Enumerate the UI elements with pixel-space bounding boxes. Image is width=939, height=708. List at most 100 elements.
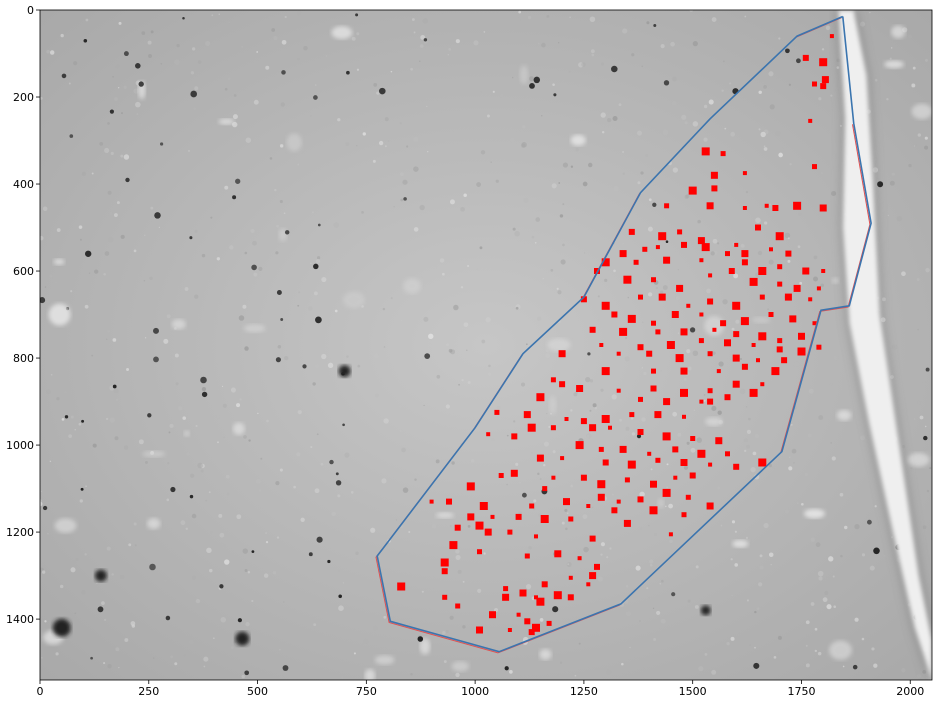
texture-speck xyxy=(618,103,622,107)
texture-speck xyxy=(860,435,866,441)
texture-speck xyxy=(373,625,378,631)
texture-speck xyxy=(150,206,154,210)
texture-speck xyxy=(839,124,842,127)
detection-marker xyxy=(523,411,531,419)
detection-marker xyxy=(532,623,540,632)
texture-speck xyxy=(717,242,720,245)
texture-speck xyxy=(74,429,76,431)
texture-speck xyxy=(661,579,664,583)
detection-marker xyxy=(819,204,827,212)
texture-speck xyxy=(755,217,761,224)
texture-speck xyxy=(516,17,521,22)
texture-speck xyxy=(647,292,653,297)
detection-marker xyxy=(455,603,461,609)
texture-speck xyxy=(338,605,344,611)
nucleus xyxy=(877,181,884,188)
texture-speck xyxy=(346,355,349,358)
texture-speck xyxy=(118,21,122,25)
texture-speck xyxy=(597,576,604,582)
texture-speck xyxy=(778,37,781,40)
texture-speck xyxy=(669,539,673,544)
detection-marker xyxy=(655,329,661,335)
texture-speck xyxy=(660,290,664,294)
nucleus xyxy=(342,423,345,427)
texture-speck xyxy=(792,461,795,464)
texture-speck xyxy=(708,99,714,105)
texture-speck xyxy=(442,272,445,276)
texture-speck xyxy=(283,601,285,603)
detection-marker xyxy=(685,494,691,500)
texture-speck xyxy=(763,147,768,151)
texture-speck xyxy=(677,432,682,437)
texture-speck xyxy=(925,267,930,273)
texture-speck xyxy=(174,662,178,666)
texture-speck xyxy=(656,610,661,615)
texture-speck xyxy=(486,114,490,118)
detection-marker xyxy=(589,572,597,580)
nucleus xyxy=(189,494,194,499)
texture-speck xyxy=(698,665,704,672)
detection-marker xyxy=(829,34,834,39)
nucleus xyxy=(189,236,193,240)
detection-marker xyxy=(466,482,475,491)
texture-speck xyxy=(793,361,799,367)
texture-speck xyxy=(457,569,462,574)
texture-speck xyxy=(192,47,196,51)
texture-speck xyxy=(70,290,73,293)
pale-cell xyxy=(704,315,725,336)
texture-speck xyxy=(917,328,919,331)
texture-speck xyxy=(174,353,179,358)
texture-speck xyxy=(276,536,280,539)
texture-speck xyxy=(113,213,118,217)
detection-marker xyxy=(568,516,574,522)
texture-speck xyxy=(639,620,641,623)
texture-speck xyxy=(283,212,286,215)
detection-marker xyxy=(616,388,621,393)
nucleus xyxy=(796,58,801,64)
texture-speck xyxy=(594,406,598,410)
detection-marker xyxy=(732,380,740,388)
nucleus xyxy=(97,606,104,613)
detection-marker xyxy=(812,164,817,170)
texture-speck xyxy=(729,82,732,85)
texture-speck xyxy=(842,665,845,668)
texture-speck xyxy=(712,238,718,244)
texture-speck xyxy=(764,221,768,225)
detection-marker xyxy=(454,524,461,531)
texture-speck xyxy=(313,623,317,627)
texture-speck xyxy=(611,394,617,400)
texture-speck xyxy=(653,532,658,537)
texture-speck xyxy=(696,437,703,443)
texture-speck xyxy=(96,582,98,585)
texture-speck xyxy=(712,351,716,355)
texture-speck xyxy=(49,50,55,55)
texture-speck xyxy=(562,243,565,247)
detection-marker xyxy=(797,347,806,356)
detection-marker xyxy=(655,245,660,250)
detection-marker xyxy=(589,326,596,333)
texture-speck xyxy=(266,419,269,423)
detection-marker xyxy=(429,499,434,504)
detection-marker xyxy=(550,377,556,383)
detection-marker xyxy=(629,412,635,418)
texture-speck xyxy=(805,620,810,625)
texture-speck xyxy=(334,309,338,313)
detection-marker xyxy=(798,332,805,340)
texture-speck xyxy=(68,434,73,439)
texture-speck xyxy=(646,587,649,590)
detection-marker xyxy=(619,445,627,453)
texture-speck xyxy=(462,580,465,583)
texture-speck xyxy=(107,190,112,195)
texture-speck xyxy=(830,94,833,97)
detection-marker xyxy=(715,437,723,445)
texture-speck xyxy=(263,573,269,578)
texture-speck xyxy=(570,484,574,488)
texture-speck xyxy=(383,418,389,424)
detection-marker xyxy=(524,618,531,625)
texture-speck xyxy=(42,206,48,212)
texture-speck xyxy=(144,337,147,339)
texture-speck xyxy=(692,350,699,357)
texture-speck xyxy=(730,131,736,137)
texture-speck xyxy=(133,249,137,253)
texture-speck xyxy=(470,459,475,463)
